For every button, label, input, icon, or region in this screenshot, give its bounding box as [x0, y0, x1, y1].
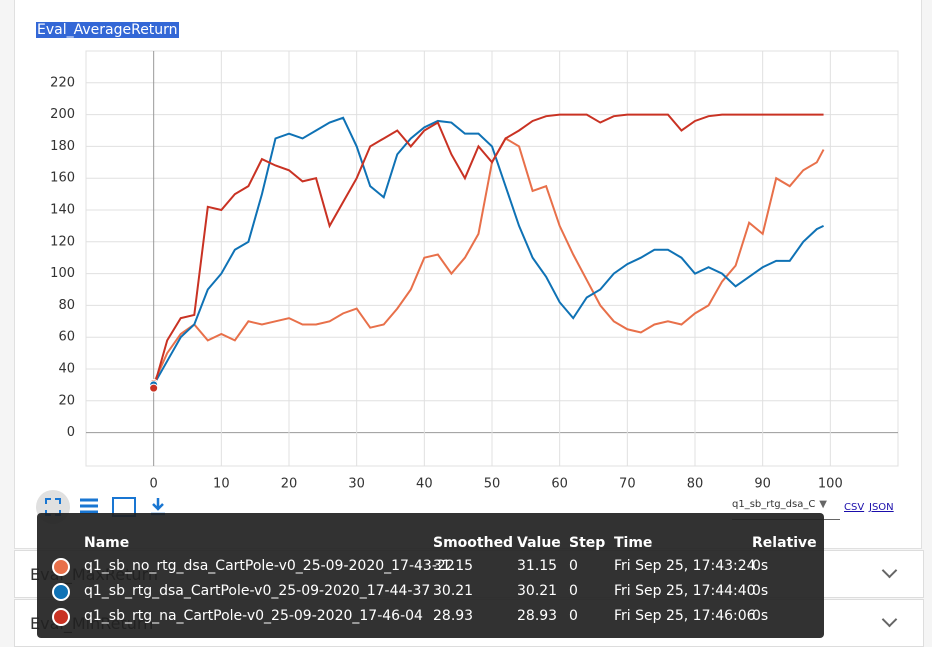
legend-swatch [52, 558, 70, 576]
tooltip-header: Name [84, 535, 130, 551]
chart-title: Eval_AverageReturn [36, 22, 179, 38]
chevron [881, 562, 898, 579]
tooltip-cell: Fri Sep 25, 17:46:06 [614, 608, 756, 624]
x-tick-label: 0 [150, 477, 158, 492]
tooltip-cell: 0s [752, 558, 769, 574]
x-tick-label: 80 [687, 477, 704, 492]
hover-point [149, 383, 159, 393]
fit-domain-button[interactable] [45, 498, 61, 516]
legend-swatch [52, 608, 70, 626]
tooltip-header: Relative [752, 535, 817, 551]
tooltip-cell: q1_sb_rtg_dsa_CartPole-v0_25-09-2020_17-… [84, 583, 431, 599]
log-scale-button[interactable] [80, 498, 98, 514]
tooltip-cell: 0 [569, 608, 578, 624]
y-tick-label: 120 [50, 234, 75, 249]
y-tick-label: 60 [58, 330, 75, 345]
dropdown-arrow: ▼ [819, 499, 827, 510]
x-tick-label: 100 [818, 477, 843, 492]
y-tick-label: 140 [50, 203, 75, 218]
run-selector-text: q1_sb_rtg_dsa_Ca [732, 499, 816, 510]
y-tick-label: 20 [58, 393, 75, 408]
x-tick-label: 30 [348, 477, 365, 492]
tooltip-cell: 28.93 [433, 608, 474, 624]
x-tick-label: 50 [484, 477, 501, 492]
y-tick-label: 180 [50, 139, 75, 154]
series-line [152, 116, 824, 386]
x-tick-label: 20 [281, 477, 298, 492]
tooltip-header: Time [614, 535, 653, 551]
tooltip-cell: 30.21 [433, 583, 474, 599]
chart-card [14, 0, 922, 549]
csv-link[interactable]: CSV [844, 502, 865, 513]
download-button[interactable] [151, 498, 165, 516]
tooltip-cell: 0 [569, 583, 578, 599]
y-tick-label: 100 [50, 266, 75, 281]
tooltip: Name Smoothed Value Step Time Relative q1_sb_n… [37, 513, 824, 638]
tooltip-cell: Fri Sep 25, 17:44:40 [614, 583, 756, 599]
tooltip-cell: Fri Sep 25, 17:43:24 [614, 558, 756, 574]
y-tick-label: 220 [50, 75, 75, 90]
tooltip-header: Smoothed [433, 535, 514, 551]
tooltip-cell: 28.93 [517, 608, 558, 624]
legend-swatch [52, 583, 70, 601]
tooltip-cell: q1_sb_rtg_na_CartPole-v0_25-09-2020_17-4… [84, 608, 423, 624]
x-tick-label: 90 [754, 477, 771, 492]
x-tick-label: 60 [551, 477, 568, 492]
y-tick-label: 0 [67, 425, 75, 440]
tooltip-header: Value [517, 535, 561, 551]
tooltip-cell: 0s [752, 583, 769, 599]
y-tick-label: 40 [58, 362, 75, 377]
x-tick-label: 40 [416, 477, 433, 492]
x-tick-label: 70 [619, 477, 636, 492]
y-tick-label: 80 [58, 298, 75, 313]
chart: 0 20 40 60 80 100 120 140 160 180 200 220 0 10 20 30 40 5… [36, 50, 899, 524]
chevron [881, 611, 898, 628]
tooltip-cell: q1_sb_no_rtg_dsa_CartPole-v0_25-09-2020_… [84, 558, 455, 574]
x-tick-label: 10 [213, 477, 230, 492]
tooltip-header: Step [569, 535, 606, 551]
tooltip-cell: 31.15 [517, 558, 558, 574]
tooltip-cell: 30.21 [517, 583, 558, 599]
tooltip-cell: 31.15 [433, 558, 474, 574]
y-tick-label: 200 [50, 107, 75, 122]
tooltip-cell: 0s [752, 608, 769, 624]
series-line [152, 113, 824, 389]
y-tick-label: 160 [50, 171, 75, 186]
tooltip-cell: 0 [569, 558, 578, 574]
json-link[interactable]: JSON [869, 502, 894, 513]
